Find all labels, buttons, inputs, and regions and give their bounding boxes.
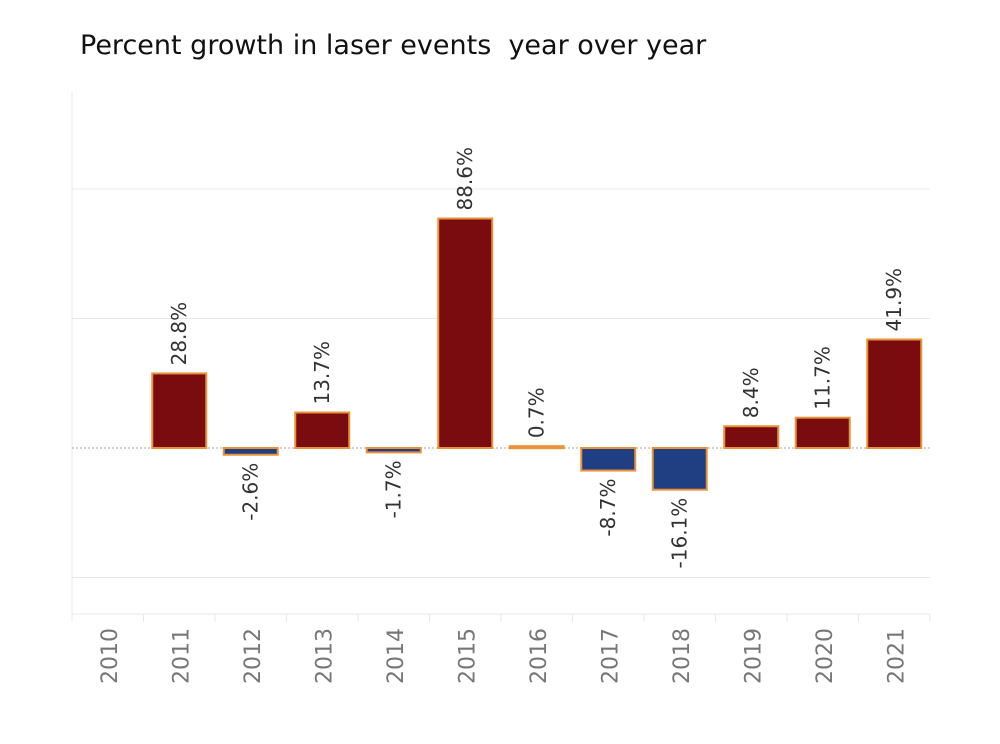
grid-layer [71, 92, 931, 622]
x-tick-2020: 2020 [813, 628, 838, 684]
bar-2012 [222, 447, 279, 456]
value-label-2015: 88.6% [453, 147, 477, 211]
bar-2019 [723, 425, 780, 449]
bar-2015 [437, 217, 494, 449]
value-label-2020: 11.7% [811, 346, 835, 410]
value-label-2014: -1.7% [382, 460, 406, 518]
bars-layer [151, 217, 923, 491]
value-label-2012: -2.6% [239, 463, 263, 521]
x-tick-2016: 2016 [527, 628, 552, 684]
value-label-2021: 41.9% [882, 268, 906, 332]
value-label-2013: 13.7% [310, 341, 334, 405]
value-label-2011: 28.8% [167, 302, 191, 366]
x-tick-2014: 2014 [384, 628, 409, 684]
x-tick-2019: 2019 [741, 628, 766, 684]
bar-2017 [580, 447, 637, 472]
labels-layer: 28.8% -2.6% 13.7% -1.7% 88.6% 0.7% -8.7% -16.1%… [167, 147, 906, 568]
value-label-2018: -16.1% [668, 498, 692, 569]
bar-2020 [794, 416, 851, 449]
bar-2021 [866, 338, 923, 449]
bar-2018 [651, 447, 708, 491]
x-tick-2011: 2011 [169, 628, 194, 684]
value-label-2016: 0.7% [525, 387, 549, 438]
bar-2014 [365, 447, 422, 454]
bar-2013 [294, 411, 351, 449]
value-label-2019: 8.4% [739, 367, 763, 418]
bar-2016 [508, 445, 565, 450]
x-tick-2010: 2010 [98, 628, 123, 684]
x-tick-2013: 2013 [312, 628, 337, 684]
x-tick-2018: 2018 [670, 628, 695, 684]
bar-2011 [151, 372, 208, 449]
x-tick-2017: 2017 [598, 628, 623, 684]
chart-title: Percent growth in laser events year over… [80, 30, 707, 61]
value-label-2017: -8.7% [596, 479, 620, 537]
x-axis-ticks: 2010 2011 2012 2013 2014 2015 2016 2017 2018 2019… [98, 628, 910, 684]
x-tick-2012: 2012 [241, 628, 266, 684]
x-tick-2015: 2015 [455, 628, 480, 684]
x-tick-2021: 2021 [884, 628, 909, 684]
